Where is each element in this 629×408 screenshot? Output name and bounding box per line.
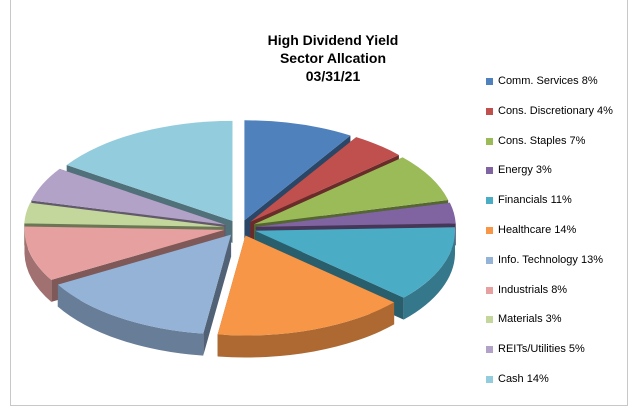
legend-label: Cash 14%	[498, 373, 549, 385]
legend-swatch	[486, 286, 493, 294]
pie-slice-top	[244, 120, 351, 221]
chart-title-line-1: High Dividend Yield	[267, 32, 399, 48]
pie-slice-wall	[203, 234, 232, 356]
pie-slice-top	[24, 202, 225, 227]
legend-swatch	[486, 197, 493, 205]
legend-label: Info. Technology 13%	[498, 253, 603, 266]
pie-slice-top	[31, 168, 226, 225]
legend-label: Materials 3%	[498, 313, 562, 326]
legend-swatch	[486, 376, 493, 383]
pie-slice-outer-wall	[24, 229, 52, 302]
legend-label: Comm. Services 8%	[498, 75, 598, 87]
pie-slice	[57, 234, 232, 356]
pie-slice-top	[255, 227, 456, 298]
pie-slice-outer-wall	[57, 284, 204, 356]
chart-title-line-2: Sector Allcation	[279, 50, 387, 66]
legend-label: Cons. Discretionary 4%	[498, 104, 613, 117]
pie-slice-top	[254, 157, 449, 225]
pie-slice-top	[255, 202, 456, 227]
pie-slice-top	[217, 235, 395, 336]
legend-swatch	[486, 256, 493, 264]
legend-swatch	[486, 78, 493, 85]
pie-slice	[217, 235, 395, 358]
legend-swatch	[486, 316, 493, 324]
pie-slice-outer-wall	[217, 302, 395, 358]
legend-swatch	[486, 137, 493, 145]
pie-slice-top	[24, 226, 225, 280]
chart-title-line-3: 03/31/21	[305, 68, 361, 84]
legend-label: Industrials 8%	[498, 283, 568, 296]
legend-label: Financials 11%	[498, 194, 572, 207]
legend-label: REITs/Utilities 5%	[498, 343, 585, 356]
pie-slice-top	[57, 234, 232, 334]
legend-swatch	[486, 167, 493, 175]
legend-label: Cons. Staples 7%	[498, 134, 586, 147]
legend-swatch	[486, 227, 493, 234]
legend-swatch	[486, 346, 493, 354]
legend-swatch	[486, 107, 493, 115]
chart-title: High Dividend Yield Sector Allcation 03/…	[228, 31, 438, 85]
legend-label: Energy 3%	[498, 164, 552, 177]
legend-label: Healthcare 14%	[498, 224, 577, 236]
pie-slice-outer-wall	[403, 230, 456, 320]
pie-slice-top	[66, 120, 233, 221]
pie-slice-top	[250, 137, 399, 222]
